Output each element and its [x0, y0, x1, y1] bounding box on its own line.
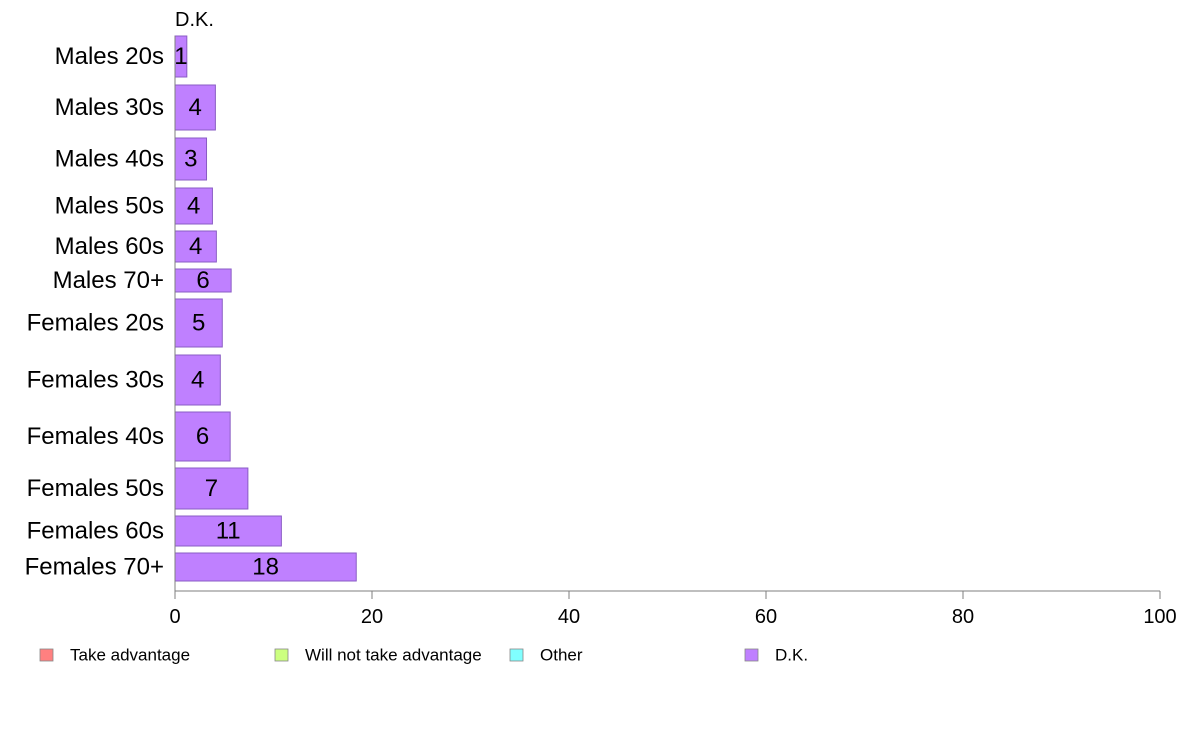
- category-label: Males 50s: [55, 193, 164, 220]
- legend: Take advantage Will not take advantage Oth…: [39, 646, 808, 665]
- category-label: Females 60s: [27, 518, 164, 545]
- data-label: 7: [205, 475, 218, 502]
- legend-label: D.K.: [775, 646, 808, 665]
- category-label: Males 20s: [55, 43, 164, 70]
- x-tick-label: 60: [755, 606, 777, 628]
- bars-group: Males 20s 1 Males 30s 4 Males 40s 3 Males 50s 4…: [25, 35, 357, 582]
- legend-swatch: [744, 648, 759, 662]
- data-label: 6: [196, 423, 209, 450]
- x-tick-label: 100: [1143, 606, 1176, 628]
- category-label: Females 40s: [27, 423, 164, 450]
- bar-dk: [174, 137, 208, 181]
- category-label: Females 20s: [27, 310, 164, 337]
- category-label: Females 50s: [27, 475, 164, 502]
- legend-swatch: [509, 648, 524, 662]
- x-tick-label: 0: [169, 606, 180, 628]
- data-label: 5: [192, 310, 205, 337]
- data-label: 11: [216, 518, 241, 545]
- x-tick-label: 40: [558, 606, 580, 628]
- data-label: 3: [184, 146, 197, 173]
- x-tick-label: 80: [952, 606, 974, 628]
- category-label: Males 70+: [53, 267, 164, 294]
- data-label: 4: [191, 367, 204, 394]
- legend-label: Other: [540, 646, 583, 665]
- category-label: Males 40s: [55, 146, 164, 173]
- category-label: Females 30s: [27, 367, 164, 394]
- bar-dk: [174, 230, 217, 263]
- bar-dk: [174, 84, 216, 131]
- data-label: 4: [189, 233, 202, 260]
- data-label: 4: [189, 94, 202, 121]
- legend-label: Take advantage: [70, 646, 190, 665]
- data-label: 1: [174, 43, 187, 70]
- column-header: D.K.: [175, 9, 214, 31]
- legend-label: Will not take advantage: [305, 646, 482, 665]
- x-axis: 0 20 40 60 80 100: [169, 36, 1177, 628]
- data-label: 18: [252, 554, 279, 581]
- bar-dk: [174, 298, 223, 348]
- category-label: Males 30s: [55, 94, 164, 121]
- bar-dk: [174, 467, 249, 510]
- legend-swatch: [39, 648, 54, 662]
- category-label: Females 70+: [25, 554, 164, 581]
- x-tick-label: 20: [361, 606, 383, 628]
- category-label: Males 60s: [55, 233, 164, 260]
- bar-dk: [174, 515, 282, 547]
- data-label: 6: [196, 267, 209, 294]
- legend-swatch: [274, 648, 289, 662]
- bar-dk: [174, 411, 231, 462]
- data-label: 4: [187, 193, 200, 220]
- bar-dk: [174, 354, 221, 406]
